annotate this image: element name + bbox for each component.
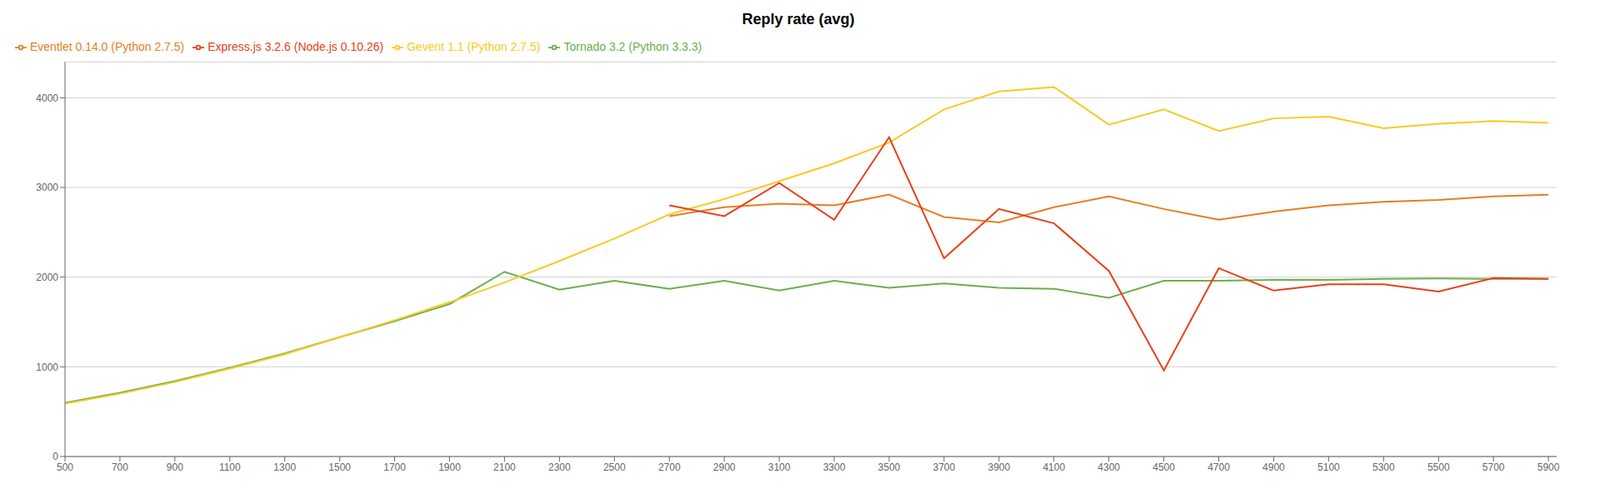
svg-text:900: 900: [166, 461, 184, 474]
svg-text:3700: 3700: [933, 461, 956, 474]
svg-text:4700: 4700: [1207, 461, 1230, 474]
svg-text:5700: 5700: [1482, 461, 1505, 474]
svg-text:3000: 3000: [35, 181, 59, 194]
svg-text:3100: 3100: [768, 461, 791, 474]
svg-text:5900: 5900: [1537, 461, 1560, 474]
html-text:Eventlet 0.14.0 (Python 2.7.5): Eventlet 0.14.0 (Python 2.7.5): [30, 40, 185, 54]
svg-text:3500: 3500: [878, 461, 901, 474]
svg-text:2700: 2700: [658, 461, 681, 474]
svg-text:1900: 1900: [438, 461, 461, 474]
svg-text:2300: 2300: [548, 461, 571, 474]
svg-text:2000: 2000: [35, 271, 59, 284]
svg-text:4100: 4100: [1042, 461, 1065, 474]
svg-text:700: 700: [111, 461, 129, 474]
svg-text:4000: 4000: [35, 92, 59, 105]
svg-text:0: 0: [52, 450, 59, 463]
html-text:Tornado 3.2 (Python 3.3.3): Tornado 3.2 (Python 3.3.3): [563, 40, 702, 54]
svg-text:4300: 4300: [1097, 461, 1120, 474]
svg-text:2500: 2500: [603, 461, 626, 474]
svg-text:1300: 1300: [273, 461, 296, 474]
svg-text:1100: 1100: [219, 461, 241, 474]
svg-text:3300: 3300: [823, 461, 846, 474]
svg-text:5300: 5300: [1372, 461, 1395, 474]
svg-text:3900: 3900: [987, 461, 1010, 474]
svg-text:2100: 2100: [493, 461, 516, 474]
svg-text:1700: 1700: [383, 461, 406, 474]
svg-text:5100: 5100: [1317, 461, 1340, 474]
svg-text:4500: 4500: [1152, 461, 1175, 474]
html-text:Gevent 1.1 (Python 2.7.5): Gevent 1.1 (Python 2.7.5): [406, 40, 541, 54]
html-text:Reply rate (avg): Reply rate (avg): [742, 10, 855, 28]
svg-text:1000: 1000: [35, 361, 59, 374]
svg-text:2900: 2900: [713, 461, 736, 474]
html-text:Express.js 3.2.6 (Node.js 0.10: Express.js 3.2.6 (Node.js 0.10.26): [207, 40, 384, 54]
svg-text:1500: 1500: [328, 461, 351, 474]
svg-text:500: 500: [56, 461, 74, 474]
svg-text:5500: 5500: [1427, 461, 1450, 474]
svg-text:4900: 4900: [1262, 461, 1285, 474]
